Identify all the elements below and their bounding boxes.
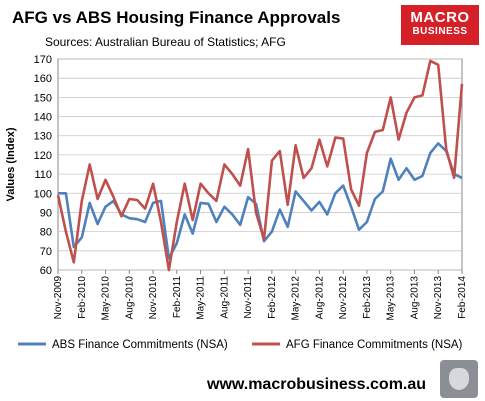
x-tick-label: Nov-2013 [433,276,444,320]
y-tick-label: 160 [34,73,52,85]
x-tick-label: May-2011 [196,276,207,320]
chart-subtitle: Sources: Australian Bureau of Statistics… [45,35,286,49]
line-chart: 60 70 80 90 100 110 120 130 140 150 160 170 Values (… [5,54,468,351]
y-tick-label: 90 [40,207,52,219]
x-tick-label: May-2010 [101,276,112,321]
wolf-face-icon [449,368,469,390]
afg-series-line [56,59,464,272]
x-tick-label: Feb-2014 [457,276,468,319]
x-tick-label: Aug-2010 [124,276,135,320]
x-tick-label: Feb-2012 [267,276,278,319]
plot-area [57,58,463,271]
x-tick-label: Aug-2013 [409,276,420,320]
macro-business-logo: MACRO BUSINESS [401,5,479,45]
abs-series-line [58,142,463,260]
y-tick-label: 100 [34,188,52,200]
x-tick-label: Nov-2012 [338,276,349,320]
x-tick-label: Feb-2013 [362,276,373,319]
y-tick-label: 110 [34,169,52,181]
legend-label-abs: ABS Finance Commitments (NSA) [52,339,228,351]
wolf-icon [440,360,478,398]
x-tick-label: May-2013 [386,276,397,321]
logo-line-1: MACRO [410,9,470,26]
x-tick-label: Nov-2009 [53,276,64,320]
x-tick-label: Feb-2010 [77,276,88,319]
y-tick-label: 120 [34,150,52,162]
x-tick-label: Aug-2012 [314,276,325,320]
y-tick-label: 130 [34,131,52,143]
y-tick-label: 60 [40,265,52,277]
y-tick-label: 70 [40,246,52,258]
x-tick-label: Nov-2010 [148,276,159,320]
footer-url: www.macrobusiness.com.au [207,376,427,393]
y-tick-label: 80 [40,227,52,239]
y-axis-label: Values (Index) [5,127,17,201]
x-tick-label: May-2012 [291,276,302,321]
x-tick-label: Nov-2011 [243,276,254,319]
y-tick-label: 170 [34,54,52,66]
logo-line-2: BUSINESS [412,26,468,37]
chart-title: AFG vs ABS Housing Finance Approvals [12,8,341,27]
y-tick-label: 140 [34,112,52,124]
legend-label-afg: AFG Finance Commitments (NSA) [286,339,463,351]
x-tick-label: Feb-2011 [172,276,183,319]
y-tick-label: 150 [34,92,52,104]
x-tick-label: Aug-2011 [219,276,230,319]
